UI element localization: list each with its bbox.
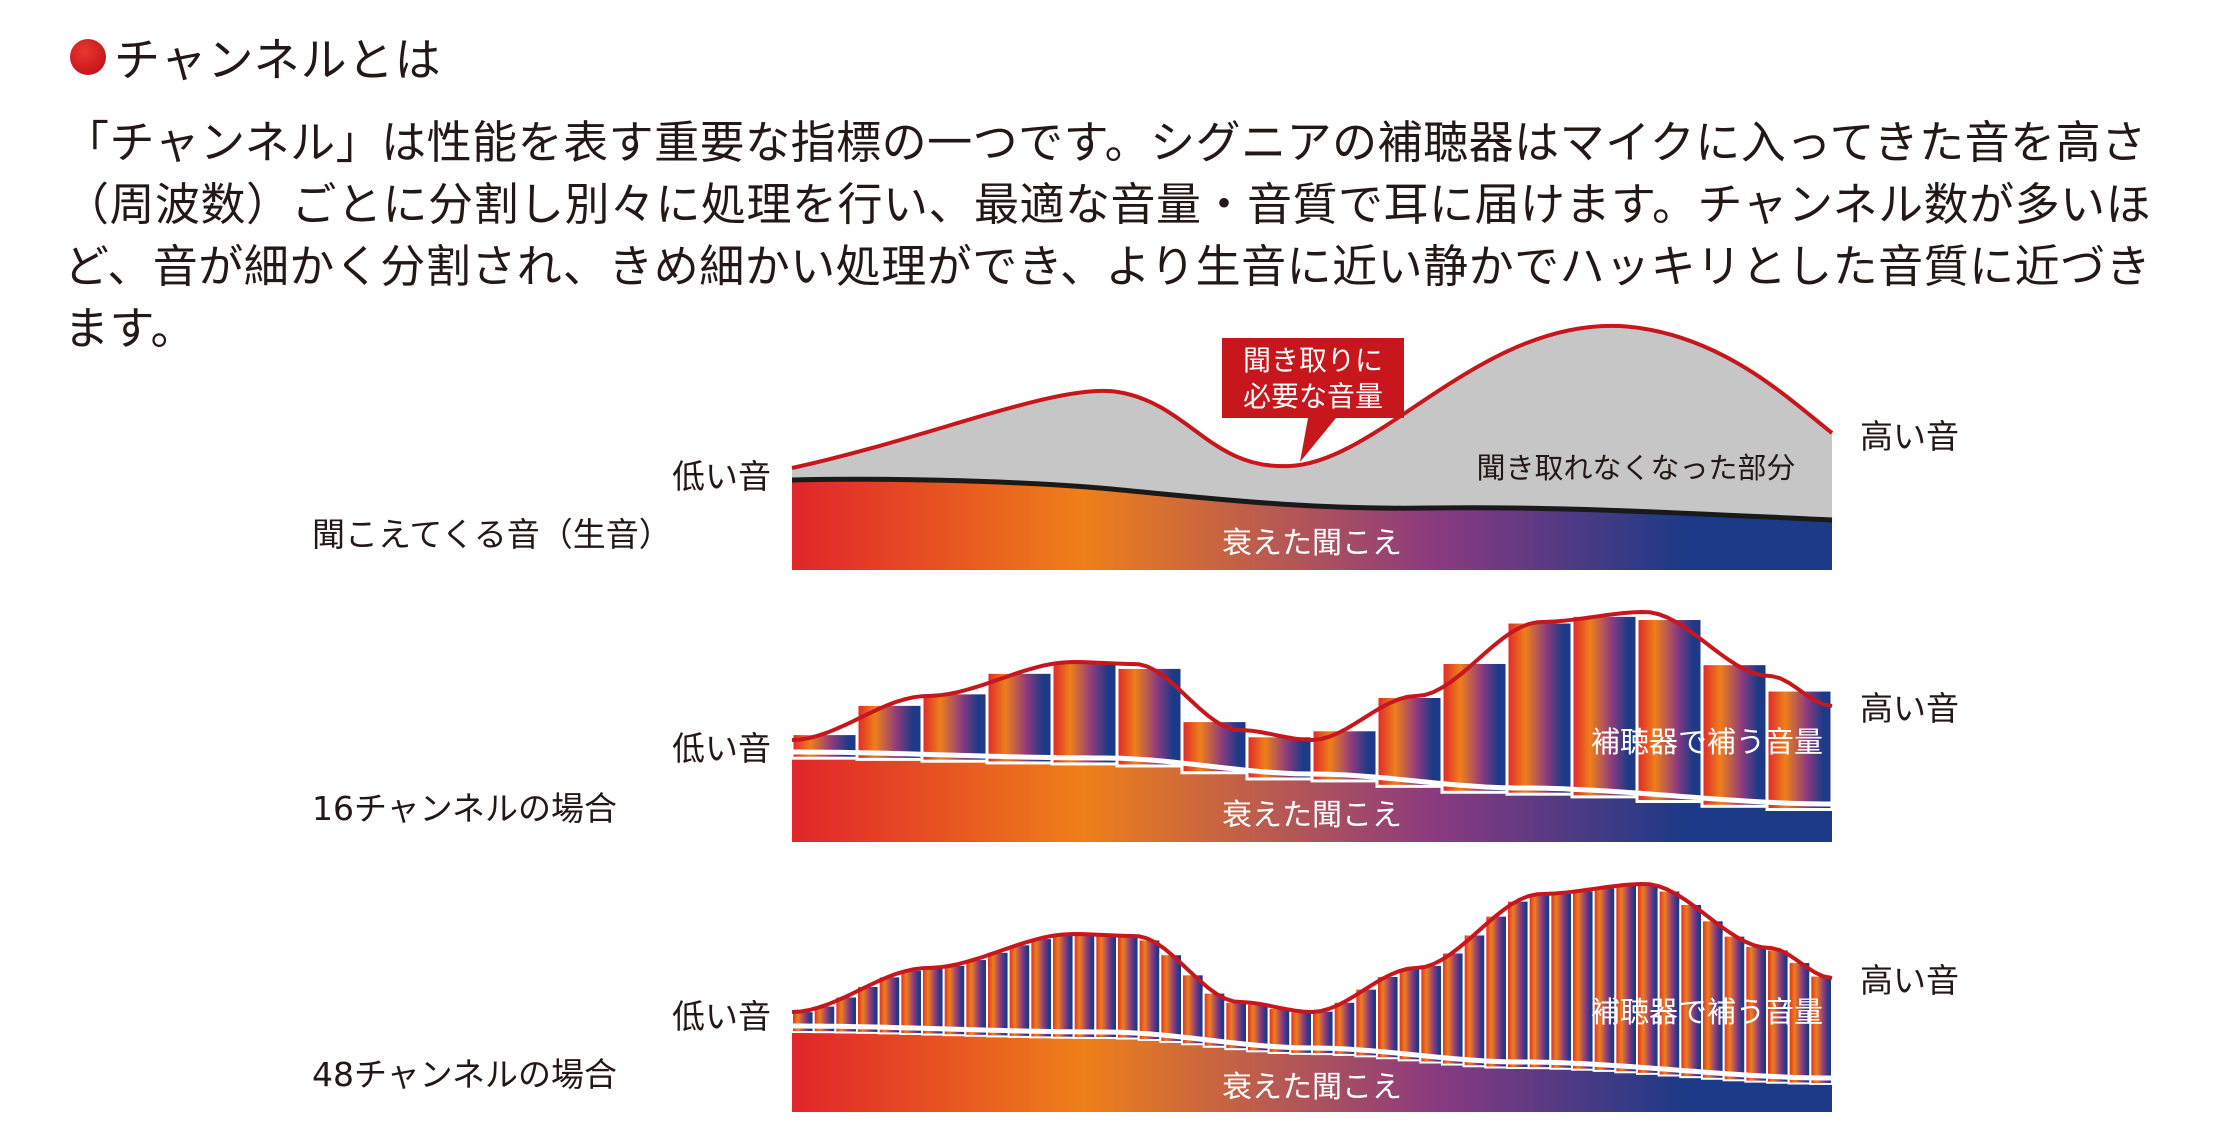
channel-bar: [920, 691, 989, 763]
callout-line-1: 聞き取りに: [1243, 344, 1383, 377]
impaired-hearing-label-48ch: 衰えた聞こえ: [1222, 1070, 1402, 1105]
channel-bar: [1397, 967, 1422, 1062]
diagram-48-channels: 補聴器で補う音量 衰えた聞こえ: [791, 881, 1833, 1112]
channel-bar: [1484, 914, 1508, 1069]
channel-bar: [1029, 937, 1053, 1039]
compensation-label-48ch: 補聴器で補う音量: [1591, 995, 1823, 1029]
impaired-hearing-area: [792, 479, 1832, 570]
callout-bubble: [1222, 338, 1404, 462]
row-label-48ch: 48チャンネルの場合: [312, 1055, 618, 1094]
channel-bar: [1072, 933, 1097, 1039]
low-sound-label-raw: 低い音: [672, 457, 771, 496]
impaired-hearing-line: [791, 476, 1833, 523]
high-sound-label-16ch: 高い音: [1860, 689, 1959, 728]
channel-bar: [1094, 934, 1118, 1039]
section-title: チャンネルとは: [70, 24, 442, 90]
required-volume-curve: [791, 609, 1833, 743]
channel-bar: [1050, 660, 1119, 766]
volume-callout: 聞き取りに 必要な音量: [1222, 338, 1404, 462]
channel-bar: [1614, 883, 1638, 1074]
channel-bar: [986, 950, 1010, 1038]
channel-bar: [1007, 943, 1032, 1038]
channel-bar: [1441, 951, 1465, 1066]
callout-line-2: 必要な音量: [1243, 380, 1383, 413]
impaired-hearing-line: [792, 749, 1832, 807]
diagram-16-channels: 補聴器で補う音量 衰えた聞こえ: [790, 609, 1834, 842]
channel-bar: [1181, 973, 1205, 1046]
channel-bar: [1809, 974, 1833, 1085]
channel-bar: [1679, 902, 1703, 1079]
required-volume-curve: [791, 881, 1833, 1015]
required-volume-curve: [791, 323, 1834, 470]
section-title-text: チャンネルとは: [114, 33, 442, 87]
row-label-16ch: 16チャンネルの場合: [312, 789, 618, 828]
channel-bar: [899, 968, 924, 1035]
low-sound-label-16ch: 低い音: [672, 729, 771, 768]
channel-bar: [1527, 893, 1552, 1070]
diagram-raw: 聞き取れなくなった部分 衰えた聞こえ: [791, 323, 1834, 570]
channel-bar: [1419, 963, 1443, 1064]
impaired-hearing-area: [792, 1026, 1832, 1112]
channel-bar: [1354, 987, 1378, 1058]
channel-bar: [921, 966, 945, 1036]
channel-bar: [1657, 889, 1682, 1077]
channel-bar: [1051, 933, 1075, 1039]
high-sound-label-raw: 高い音: [1860, 417, 1959, 456]
high-sound-label-48ch: 高い音: [1860, 961, 1959, 1000]
channel-bar: [1375, 694, 1444, 788]
red-bullet-icon: [70, 39, 106, 75]
row-label-raw: 聞こえてくる音（生音）: [312, 515, 672, 554]
channel-bar: [1505, 620, 1574, 796]
compensation-label-16ch: 補聴器で補う音量: [1591, 725, 1823, 759]
channel-bar: [942, 963, 967, 1037]
channel-bar: [1635, 617, 1704, 804]
channel-bar: [1376, 974, 1400, 1060]
channel-bar: [1571, 889, 1595, 1071]
intro-paragraph: 「チャンネル」は性能を表す重要な指標の一つです。シグニアの補聴器はマイクに入って…: [64, 116, 2152, 355]
low-sound-label-48ch: 低い音: [672, 997, 771, 1036]
channel-bar: [1506, 899, 1530, 1069]
channel-bar: [1549, 892, 1573, 1070]
lost-hearing-area: [792, 325, 1832, 520]
channel-bar: [1462, 933, 1487, 1068]
impaired-hearing-label-raw: 衰えた聞こえ: [1222, 526, 1402, 561]
impaired-hearing-area: [792, 752, 1832, 842]
channel-bar: [1592, 886, 1617, 1072]
impaired-hearing-line: [792, 1023, 1832, 1081]
channel-bar: [1116, 934, 1140, 1040]
impaired-hearing-label-16ch: 衰えた聞こえ: [1222, 798, 1402, 833]
lost-hearing-label: 聞き取れなくなった部分: [1476, 451, 1795, 485]
channel-bar: [964, 958, 989, 1037]
channel-bar: [791, 1010, 815, 1034]
channel-bar: [1137, 938, 1162, 1041]
channel-bar: [1636, 883, 1660, 1075]
channel-bar: [1700, 662, 1769, 808]
channel-bar: [1570, 613, 1639, 799]
channel-bar: [985, 670, 1054, 765]
channel-bar: [1159, 953, 1183, 1043]
